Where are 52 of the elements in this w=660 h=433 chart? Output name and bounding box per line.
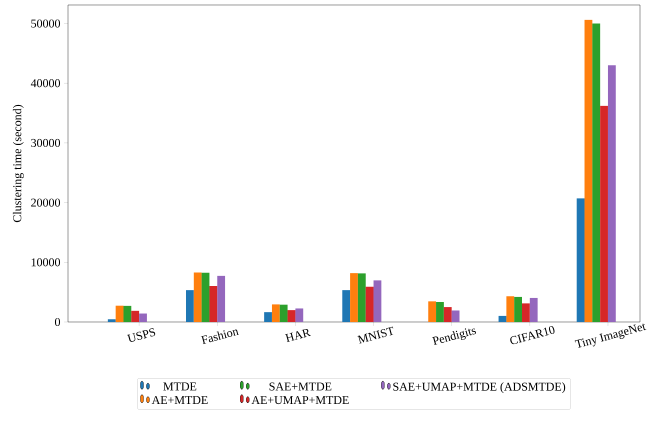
y-axis-title: Clustering time (second) xyxy=(12,104,24,222)
bar xyxy=(288,310,296,322)
y-tick-label: 50000 xyxy=(31,19,60,28)
bar xyxy=(608,65,616,322)
bar xyxy=(506,296,514,322)
x-tick-label: Pendigits xyxy=(432,328,476,345)
bar xyxy=(576,198,585,322)
bar xyxy=(358,273,366,322)
x-tick-label: Tiny ImageNet xyxy=(574,323,646,348)
bar xyxy=(295,308,304,322)
bar xyxy=(498,316,506,322)
x-tick-label: HAR xyxy=(284,328,312,342)
bar xyxy=(264,312,272,322)
bar xyxy=(186,290,194,322)
bar xyxy=(436,302,444,322)
y-tick-label: 20000 xyxy=(31,198,60,207)
legend-label: SAE+MTDE xyxy=(270,382,332,391)
x-tick-label: MNIST xyxy=(357,326,394,344)
bar xyxy=(530,298,538,322)
bar xyxy=(444,307,452,322)
legend-label: AE+MTDE xyxy=(152,396,208,404)
y-tick-label: 30000 xyxy=(31,138,60,147)
y-tick-label: 40000 xyxy=(30,79,60,88)
bar xyxy=(600,106,608,322)
bar xyxy=(139,314,147,322)
bar xyxy=(428,301,436,322)
x-tick-label: Fashion xyxy=(200,330,239,344)
bar xyxy=(350,273,358,322)
bar xyxy=(342,290,350,322)
bar xyxy=(592,24,600,322)
x-tick-label: CIFAR10 xyxy=(510,326,555,344)
bar xyxy=(209,286,218,322)
bar xyxy=(116,306,124,322)
bar xyxy=(272,304,280,322)
legend-label: MTDE xyxy=(163,382,196,390)
bar xyxy=(194,272,202,322)
legend-label: AE+UMAP+MTDE xyxy=(252,396,349,404)
bar xyxy=(522,303,530,322)
legend-label: SAE+UMAP+MTDE (ADSMTDE) xyxy=(393,382,566,394)
bar xyxy=(202,272,210,322)
y-tick-label: 10000 xyxy=(32,258,60,266)
bar xyxy=(374,280,382,322)
bar xyxy=(452,310,460,322)
bar xyxy=(123,306,132,322)
bar xyxy=(217,276,226,322)
bar xyxy=(280,304,288,322)
x-tick-label: USPS xyxy=(126,328,156,342)
y-tick-label: 0 xyxy=(54,318,60,326)
bar xyxy=(584,20,592,322)
bar xyxy=(131,310,140,322)
bar xyxy=(514,296,522,322)
bar xyxy=(366,286,374,322)
